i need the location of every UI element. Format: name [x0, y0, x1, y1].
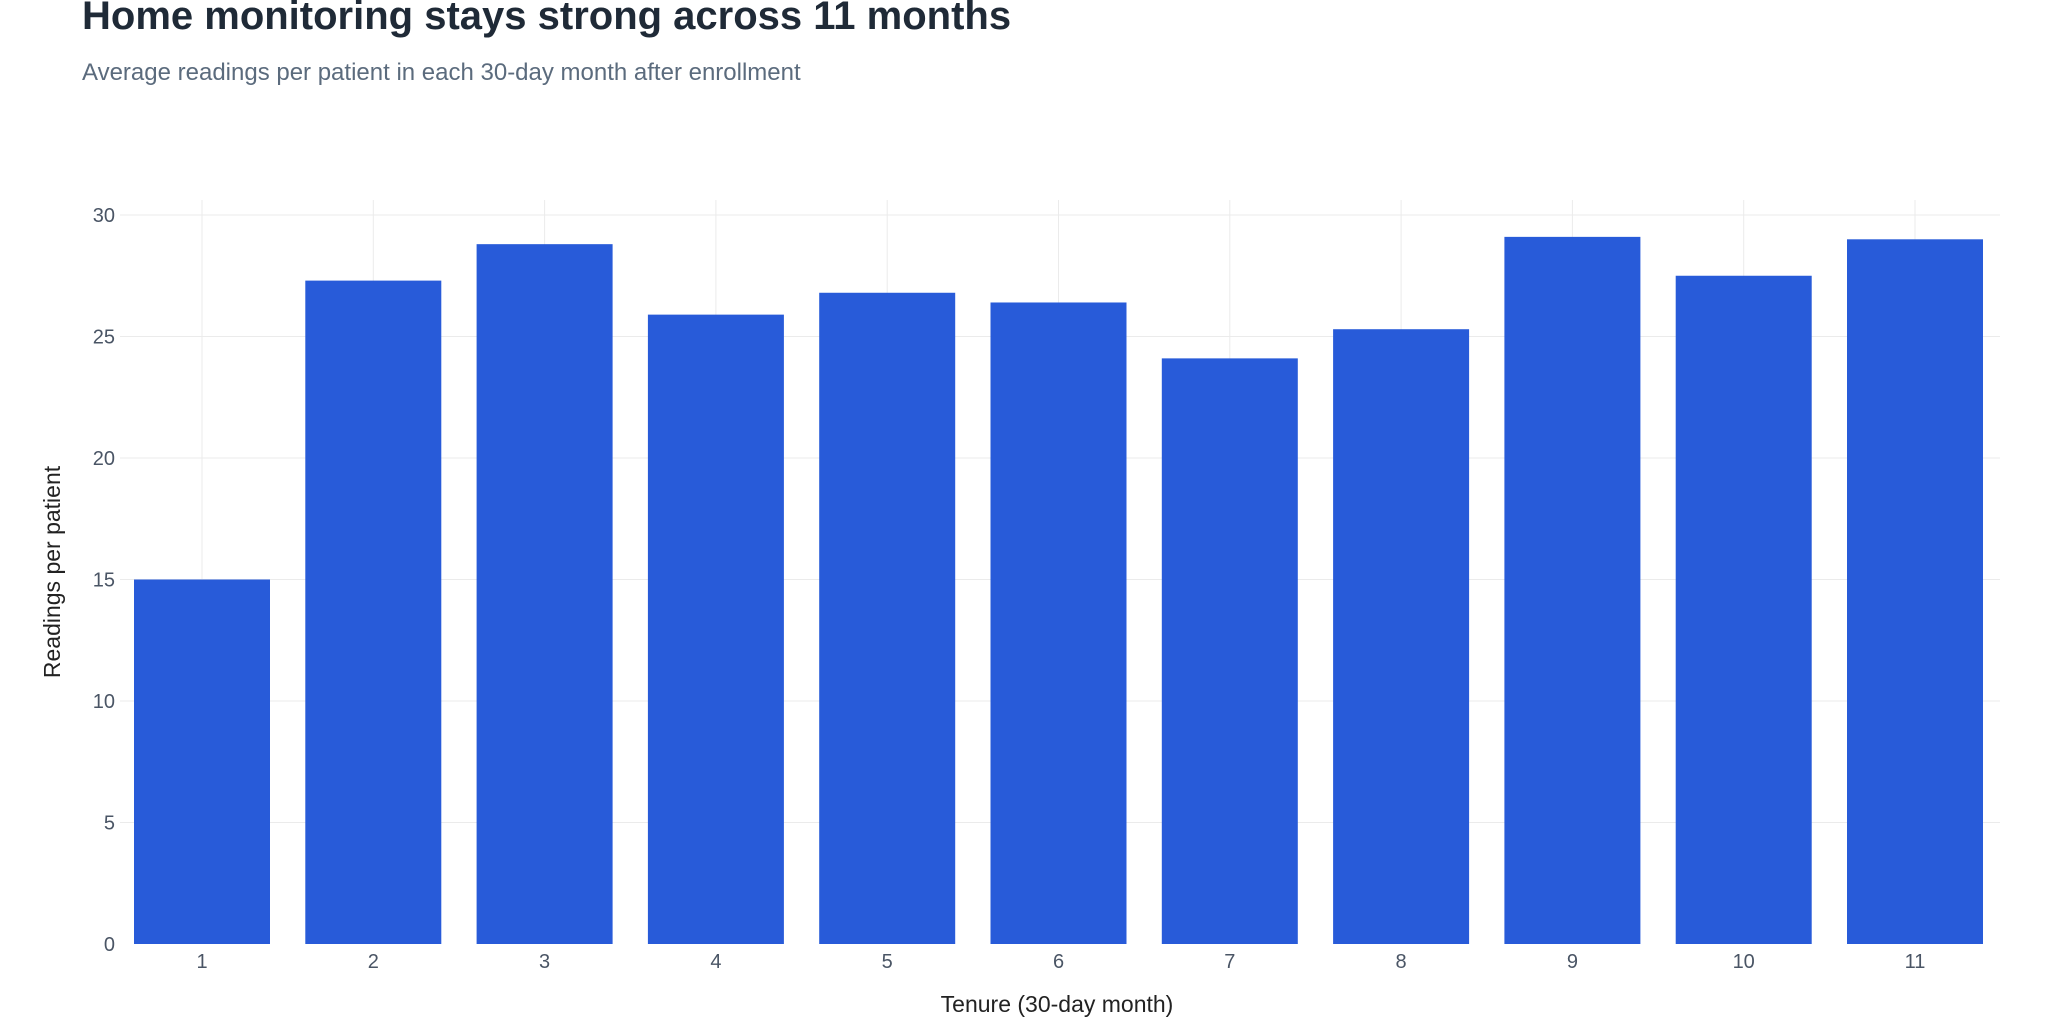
bar [305, 280, 442, 944]
x-tick-label: 5 [882, 951, 893, 973]
x-axis-label: Tenure (30-day month) [941, 991, 1174, 1017]
bar [647, 314, 784, 944]
bar [819, 292, 956, 944]
x-tick-label: 11 [1905, 951, 1926, 973]
bar [990, 302, 1127, 945]
y-tick-label: 25 [93, 327, 115, 349]
x-tick-label: 3 [539, 951, 550, 973]
y-tick-label: 5 [104, 813, 115, 835]
x-tick-label: 1 [196, 951, 207, 973]
x-tick-label: 10 [1733, 951, 1755, 973]
y-tick-label: 0 [104, 934, 115, 956]
y-tick-label: 30 [93, 205, 115, 227]
bar [1847, 239, 1983, 945]
x-tick-label: 9 [1567, 951, 1578, 973]
bar [1675, 275, 1812, 944]
y-tick-label: 20 [93, 448, 115, 470]
bar [134, 579, 270, 944]
chart-title: Home monitoring stays strong across 11 m… [82, 0, 1012, 38]
x-tick-label: 7 [1224, 951, 1235, 973]
bars [134, 236, 1983, 945]
y-tick-label: 15 [93, 570, 115, 592]
y-axis-ticks: 0 5 10 15 20 25 30 [93, 205, 115, 956]
x-tick-label: 2 [368, 951, 379, 973]
x-tick-label: 8 [1396, 951, 1407, 973]
bar [1161, 358, 1298, 944]
x-tick-label: 6 [1053, 951, 1064, 973]
chart-subtitle: Average readings per patient in each 30-… [82, 59, 801, 86]
x-tick-label: 4 [710, 951, 721, 973]
y-tick-label: 10 [93, 691, 115, 713]
bar [1504, 236, 1641, 944]
bar [1333, 329, 1470, 945]
bar [476, 244, 613, 944]
y-axis-label: Readings per patient [39, 465, 65, 678]
x-axis-ticks: 1 2 3 4 5 6 7 8 9 10 11 [196, 951, 1925, 973]
